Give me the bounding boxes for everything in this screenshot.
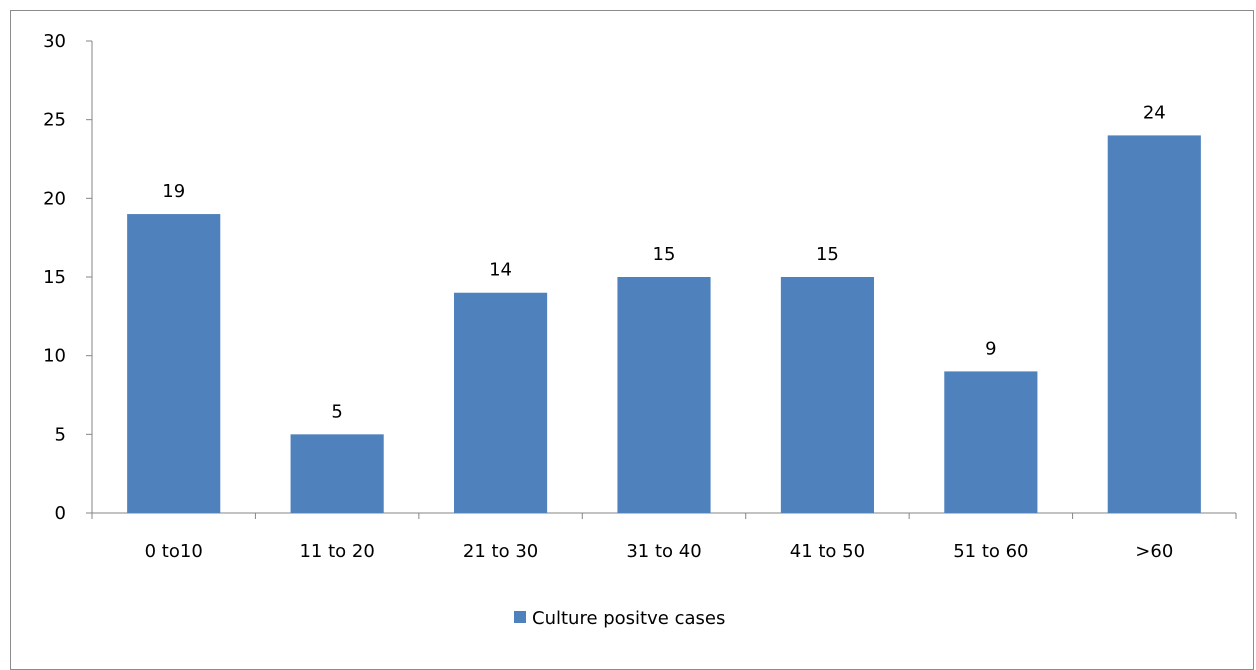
y-tick-label: 10 [43,346,66,367]
legend: Culture positve cases [514,608,725,629]
bar-data-label: 15 [816,244,839,265]
x-category-label: 0 to10 [145,541,203,562]
x-axis: 0 to10 11 to 20 21 to 30 31 to 40 41 to 50 51… [91,512,1237,562]
bar-data-label: 14 [489,260,512,281]
x-category-label: >60 [1135,541,1173,562]
bar [127,214,221,514]
bar [780,277,875,513]
x-category-label: 41 to 50 [790,541,865,562]
bar [290,434,384,513]
x-category-label: 21 to 30 [463,541,538,562]
bar-data-label: 5 [331,401,342,422]
bar [617,277,711,513]
y-tick-label: 20 [43,188,66,209]
x-category-label: 31 to 40 [626,541,701,562]
x-category-label: 11 to 20 [299,541,374,562]
y-tick-label: 25 [43,110,66,131]
bar-chart: 0 5 10 15 20 25 30 0 to10 11 to 20 21 to 30 31 to… [43,31,1237,629]
bar [944,371,1038,513]
y-axis: 0 5 10 15 20 25 30 [43,31,93,524]
bar [453,292,548,513]
y-tick-label: 0 [55,503,66,524]
y-tick-label: 15 [43,267,66,288]
bar-data-label: 15 [653,244,676,265]
bar-data-label: 19 [162,181,185,202]
bar [1107,135,1201,513]
bars: 19 5 14 15 15 9 24 [127,102,1201,514]
legend-label: Culture positve cases [532,608,725,629]
bar-data-label: 24 [1143,102,1166,123]
x-category-label: 51 to 60 [953,541,1028,562]
bar-data-label: 9 [985,338,996,359]
legend-swatch [514,611,526,623]
y-tick-label: 30 [43,31,66,52]
y-tick-label: 5 [55,424,66,445]
